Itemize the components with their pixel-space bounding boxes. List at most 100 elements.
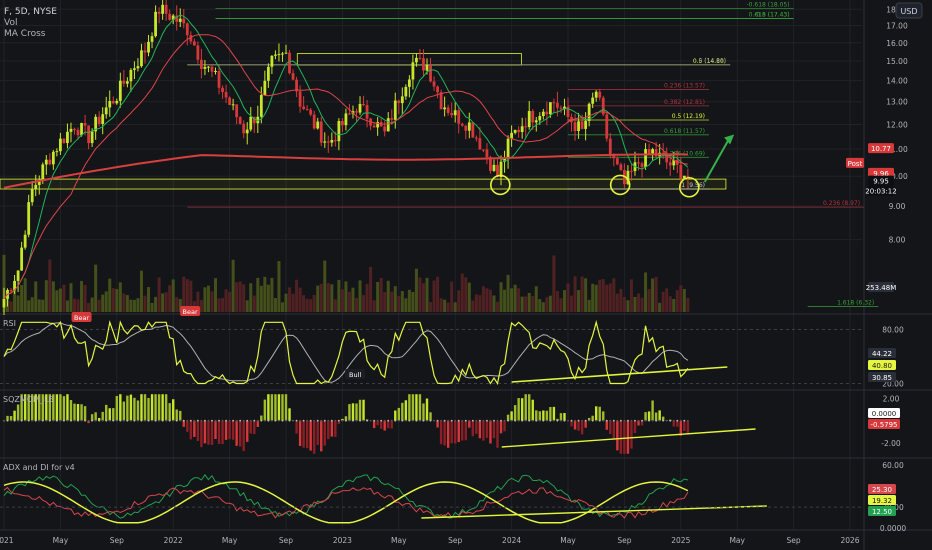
sqzmom-bar <box>376 420 379 426</box>
candle-body <box>482 149 485 151</box>
sqzmom-dot <box>17 419 19 422</box>
sqzmom-bar <box>327 420 330 440</box>
sqzmom-dot <box>20 419 23 422</box>
sqzmom-bar <box>284 394 288 421</box>
sqzmom-bar <box>94 412 97 421</box>
volume-bar <box>682 289 686 312</box>
adx-trendline <box>421 505 767 519</box>
volume-bar <box>333 299 337 312</box>
candle-body <box>534 120 538 123</box>
sqzmom-dot <box>144 419 146 422</box>
sqzmom-dot <box>464 419 467 422</box>
candle-body <box>108 101 112 108</box>
sqzmom-bar <box>411 394 415 421</box>
volume-bar <box>647 289 651 312</box>
volume-bar <box>210 291 214 312</box>
candle-body <box>214 71 217 73</box>
volume-bar <box>637 293 640 312</box>
sqzmom-bar <box>6 415 9 421</box>
candle-body <box>626 170 630 185</box>
sqzmom-bar <box>457 420 460 443</box>
candle-body <box>203 66 207 69</box>
rsi-value-badge <box>868 360 896 370</box>
candle-body <box>235 104 239 118</box>
sqzmom-bar <box>513 405 517 421</box>
sqzmom-dot <box>337 419 340 422</box>
sqzmom-bar <box>140 394 143 421</box>
candle-body <box>20 247 24 271</box>
candle-body <box>686 175 690 178</box>
volume-bar <box>340 289 344 312</box>
breakout-arrow <box>703 140 730 183</box>
volume-bar <box>534 286 538 312</box>
candle-body <box>485 149 489 158</box>
volume-bar <box>432 280 436 312</box>
volume-bar <box>587 299 591 312</box>
volume-bar <box>30 297 34 312</box>
candle-body <box>200 59 203 69</box>
candle-body <box>397 100 401 104</box>
candle-body <box>207 66 210 68</box>
volume-bar <box>69 283 73 312</box>
sqzmom-bar <box>281 394 284 421</box>
sqzmom-dot <box>207 419 210 422</box>
price-tick-label: 17.00 <box>886 22 908 31</box>
sqzmom-dot <box>528 419 531 422</box>
sqzmom-bar <box>59 394 62 421</box>
sqzmom-bar <box>119 394 122 421</box>
sqzmom-bar <box>157 394 161 421</box>
sqzmom-dot <box>218 419 220 422</box>
sqzmom-bar <box>253 420 256 435</box>
sqzmom-dot <box>581 419 583 422</box>
sqzmom-bar <box>401 402 404 421</box>
candle-body <box>129 69 133 82</box>
volume-bar <box>651 278 655 312</box>
volume-bar <box>383 292 387 312</box>
volume-bar <box>362 295 366 312</box>
sqzmom-dot <box>394 419 397 422</box>
volume-bar <box>175 297 179 312</box>
sqzmom-bar <box>372 420 376 429</box>
sqzmom-dot <box>175 419 178 422</box>
candle-body <box>333 140 337 142</box>
volume-bar <box>312 294 316 312</box>
volume-bar <box>337 279 341 312</box>
sqzmom-dot <box>151 419 153 422</box>
time-tick-label: May <box>560 536 576 545</box>
sqzmom-dot <box>390 419 393 422</box>
sqzmom-dot <box>665 419 668 422</box>
candle-body <box>400 96 404 104</box>
volume-bar <box>125 295 129 312</box>
candle-body <box>344 113 348 126</box>
sqzmom-bar <box>263 399 267 421</box>
sqzmom-bar <box>122 401 126 421</box>
sqzmom-dot <box>570 419 573 422</box>
sqzmom-bar <box>221 420 224 445</box>
sqzmom-dot <box>376 419 379 422</box>
volume-bar <box>224 289 228 312</box>
volume-bar <box>365 283 369 312</box>
sqzmom-bar <box>55 394 59 421</box>
sqzmom-dot <box>249 419 252 422</box>
sqzmom-dot <box>189 419 192 422</box>
volume-bar <box>506 274 510 312</box>
candle-body <box>520 126 524 133</box>
sqzmom-dot <box>165 419 168 422</box>
candle-body <box>630 170 633 172</box>
sqzmom-bar <box>418 394 422 421</box>
sqzmom-bar <box>538 411 541 421</box>
candle-body <box>467 122 471 131</box>
volume-bar <box>259 285 263 312</box>
sqzmom-bar <box>506 414 510 421</box>
candle-body <box>538 116 542 121</box>
sqzmom-dot <box>31 419 34 422</box>
currency-badge[interactable] <box>895 2 923 19</box>
sqzmom-dot <box>598 419 601 422</box>
volume-bars <box>2 254 690 312</box>
sqzmom-dot <box>457 419 460 422</box>
candle-body <box>415 57 418 63</box>
candle-body <box>51 151 55 165</box>
candle-body <box>510 132 513 139</box>
candle-body <box>316 121 320 129</box>
